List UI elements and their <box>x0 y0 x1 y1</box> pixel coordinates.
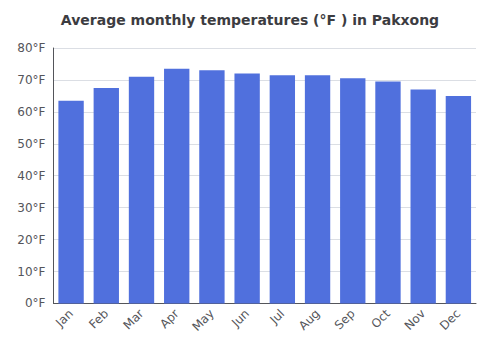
svg-text:60°F: 60°F <box>17 105 45 119</box>
svg-text:Jun: Jun <box>228 307 252 331</box>
svg-text:Jan: Jan <box>52 307 76 331</box>
svg-text:Average monthly temperatures (: Average monthly temperatures (°F ) in Pa… <box>61 12 439 28</box>
svg-text:Aug: Aug <box>296 307 322 333</box>
svg-text:Apr: Apr <box>157 306 182 331</box>
svg-text:Feb: Feb <box>86 307 111 332</box>
svg-text:Jul: Jul <box>266 307 287 328</box>
svg-text:30°F: 30°F <box>17 201 45 215</box>
svg-text:70°F: 70°F <box>17 73 45 87</box>
svg-text:Mar: Mar <box>121 306 147 332</box>
svg-text:40°F: 40°F <box>17 169 45 183</box>
svg-text:80°F: 80°F <box>17 41 45 55</box>
svg-text:Sep: Sep <box>332 307 358 333</box>
svg-text:Oct: Oct <box>368 306 393 331</box>
svg-text:20°F: 20°F <box>17 233 45 247</box>
svg-text:Nov: Nov <box>402 307 428 333</box>
svg-text:Dec: Dec <box>437 307 463 333</box>
svg-text:50°F: 50°F <box>17 137 45 151</box>
svg-text:10°F: 10°F <box>17 265 45 279</box>
svg-text:0°F: 0°F <box>25 296 46 310</box>
svg-text:May: May <box>189 307 216 334</box>
